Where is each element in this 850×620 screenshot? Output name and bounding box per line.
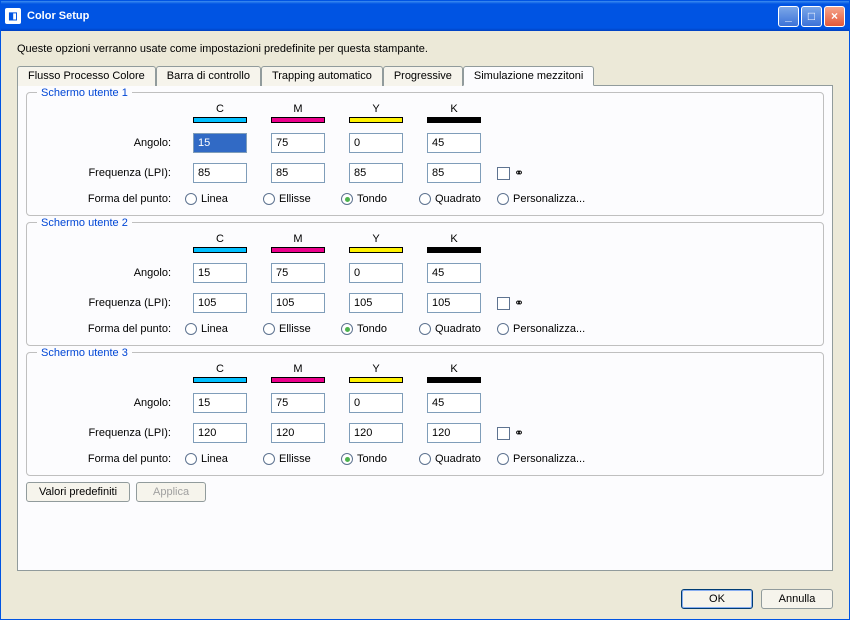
freq-y-2[interactable] (349, 293, 403, 313)
angle-y-1[interactable] (349, 133, 403, 153)
freq-k-1[interactable] (427, 163, 481, 183)
link-freq-checkbox-2[interactable] (497, 297, 510, 310)
label-forma-1: Forma del punto: (37, 193, 177, 205)
group-title-1: Schermo utente 1 (37, 87, 132, 99)
freq-m-1[interactable] (271, 163, 325, 183)
tab-progressive[interactable]: Progressive (383, 66, 463, 86)
angle-c-2[interactable] (193, 263, 247, 283)
grid-3: C M Y K Angolo: Frequenza (LPI): (37, 363, 813, 465)
group-title-3: Schermo utente 3 (37, 347, 132, 359)
radio-tondo-3[interactable]: Tondo (341, 453, 387, 465)
link-icon: ⚭ (514, 296, 524, 310)
tab-trapping[interactable]: Trapping automatico (261, 66, 383, 86)
tab-simulazione[interactable]: Simulazione mezzitoni (463, 66, 594, 86)
header-y: Y (341, 103, 411, 123)
swatch-magenta (271, 377, 325, 383)
radio-personalizza-1[interactable]: Personalizza... (497, 193, 585, 205)
group-schermo-3: Schermo utente 3 C M Y K Angolo: Frequen… (26, 352, 824, 476)
window-buttons: _ □ × (778, 6, 845, 27)
angle-k-2[interactable] (427, 263, 481, 283)
close-button[interactable]: × (824, 6, 845, 27)
radio-ellisse-2[interactable]: Ellisse (263, 323, 311, 335)
subtitle-text: Queste opzioni verranno usate come impos… (17, 43, 833, 55)
color-setup-window: ◧ Color Setup _ □ × Queste opzioni verra… (0, 0, 850, 620)
group-schermo-1: Schermo utente 1 C M Y K Angolo: Frequen… (26, 92, 824, 216)
panel-buttons: Valori predefiniti Applica (26, 482, 824, 502)
radio-linea-2[interactable]: Linea (185, 323, 228, 335)
radio-ellisse-1[interactable]: Ellisse (263, 193, 311, 205)
tab-panel: Schermo utente 1 C M Y K Angolo: Frequen… (17, 85, 833, 571)
freq-c-3[interactable] (193, 423, 247, 443)
angle-y-2[interactable] (349, 263, 403, 283)
freq-m-3[interactable] (271, 423, 325, 443)
grid-1: C M Y K Angolo: Frequenza (LPI): (37, 103, 813, 205)
freq-c-2[interactable] (193, 293, 247, 313)
swatch-yellow (349, 377, 403, 383)
radio-linea-1[interactable]: Linea (185, 193, 228, 205)
angle-y-3[interactable] (349, 393, 403, 413)
angle-m-2[interactable] (271, 263, 325, 283)
swatch-yellow (349, 247, 403, 253)
radio-personalizza-2[interactable]: Personalizza... (497, 323, 585, 335)
minimize-button[interactable]: _ (778, 6, 799, 27)
angle-c-3[interactable] (193, 393, 247, 413)
swatch-yellow (349, 117, 403, 123)
freq-y-1[interactable] (349, 163, 403, 183)
swatch-magenta (271, 247, 325, 253)
content-area: Queste opzioni verranno usate come impos… (1, 31, 849, 579)
cancel-button[interactable]: Annulla (761, 589, 833, 609)
freq-k-3[interactable] (427, 423, 481, 443)
radio-quadrato-2[interactable]: Quadrato (419, 323, 481, 335)
defaults-button[interactable]: Valori predefiniti (26, 482, 130, 502)
tab-barra[interactable]: Barra di controllo (156, 66, 261, 86)
angle-k-1[interactable] (427, 133, 481, 153)
freq-c-1[interactable] (193, 163, 247, 183)
grid-2: C M Y K Angolo: Frequenza (LPI): (37, 233, 813, 335)
swatch-black (427, 117, 481, 123)
angle-c-1[interactable] (193, 133, 247, 153)
ok-button[interactable]: OK (681, 589, 753, 609)
radio-ellisse-3[interactable]: Ellisse (263, 453, 311, 465)
swatch-black (427, 247, 481, 253)
freq-m-2[interactable] (271, 293, 325, 313)
radio-quadrato-3[interactable]: Quadrato (419, 453, 481, 465)
swatch-cyan (193, 117, 247, 123)
radio-personalizza-3[interactable]: Personalizza... (497, 453, 585, 465)
app-icon: ◧ (5, 8, 21, 24)
maximize-button[interactable]: □ (801, 6, 822, 27)
link-icon: ⚭ (514, 426, 524, 440)
group-schermo-2: Schermo utente 2 C M Y K Angolo: Frequen… (26, 222, 824, 346)
label-angolo-1: Angolo: (37, 137, 177, 149)
radio-quadrato-1[interactable]: Quadrato (419, 193, 481, 205)
freq-k-2[interactable] (427, 293, 481, 313)
titlebar: ◧ Color Setup _ □ × (1, 1, 849, 31)
window-title: Color Setup (27, 10, 778, 22)
group-title-2: Schermo utente 2 (37, 217, 132, 229)
swatch-black (427, 377, 481, 383)
swatch-magenta (271, 117, 325, 123)
angle-k-3[interactable] (427, 393, 481, 413)
radio-tondo-1[interactable]: Tondo (341, 193, 387, 205)
radio-linea-3[interactable]: Linea (185, 453, 228, 465)
link-freq-checkbox-3[interactable] (497, 427, 510, 440)
header-m: M (263, 103, 333, 123)
swatch-cyan (193, 377, 247, 383)
header-k: K (419, 103, 489, 123)
freq-y-3[interactable] (349, 423, 403, 443)
swatch-cyan (193, 247, 247, 253)
label-freq-1: Frequenza (LPI): (37, 167, 177, 179)
tab-flusso[interactable]: Flusso Processo Colore (17, 66, 156, 86)
link-icon: ⚭ (514, 166, 524, 180)
header-c: C (185, 103, 255, 123)
apply-button[interactable]: Applica (136, 482, 206, 502)
radio-tondo-2[interactable]: Tondo (341, 323, 387, 335)
angle-m-3[interactable] (271, 393, 325, 413)
dialog-footer: OK Annulla (1, 579, 849, 619)
link-freq-checkbox-1[interactable] (497, 167, 510, 180)
tab-strip: Flusso Processo Colore Barra di controll… (17, 65, 833, 85)
angle-m-1[interactable] (271, 133, 325, 153)
